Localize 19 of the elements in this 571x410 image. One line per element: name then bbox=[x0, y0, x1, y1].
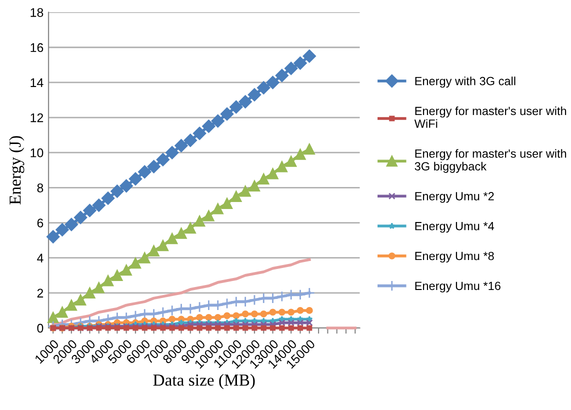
x-axis-title: Data size (MB) bbox=[153, 374, 255, 390]
y-tick-label: 8 bbox=[37, 183, 44, 192]
legend-label: Energy for master's user with WiFi bbox=[414, 106, 566, 128]
y-tick-label: 18 bbox=[30, 8, 44, 17]
y-tick-label: 16 bbox=[30, 43, 44, 52]
y-tick-label: 14 bbox=[30, 78, 44, 87]
y-tick-label: 2 bbox=[37, 288, 44, 298]
legend-label: Energy Umu *8 bbox=[415, 252, 494, 263]
legend-label: Energy Umu *4 bbox=[415, 222, 494, 233]
y-axis-title: Energy (J) bbox=[9, 136, 24, 204]
y-tick-label: 4 bbox=[37, 254, 44, 262]
legend-label: Energy Umu *2 bbox=[415, 192, 494, 203]
y-tick-label: 12 bbox=[30, 113, 44, 122]
legend-label: Energy Umu *16 bbox=[415, 282, 500, 292]
legend-label: Energy with 3G call bbox=[415, 76, 516, 88]
legend-label: Energy for master's user with 3G biggyback bbox=[414, 149, 566, 173]
y-tick-label: 10 bbox=[30, 148, 44, 158]
y-tick-label: 0 bbox=[37, 324, 44, 333]
y-tick-label: 6 bbox=[37, 218, 44, 228]
